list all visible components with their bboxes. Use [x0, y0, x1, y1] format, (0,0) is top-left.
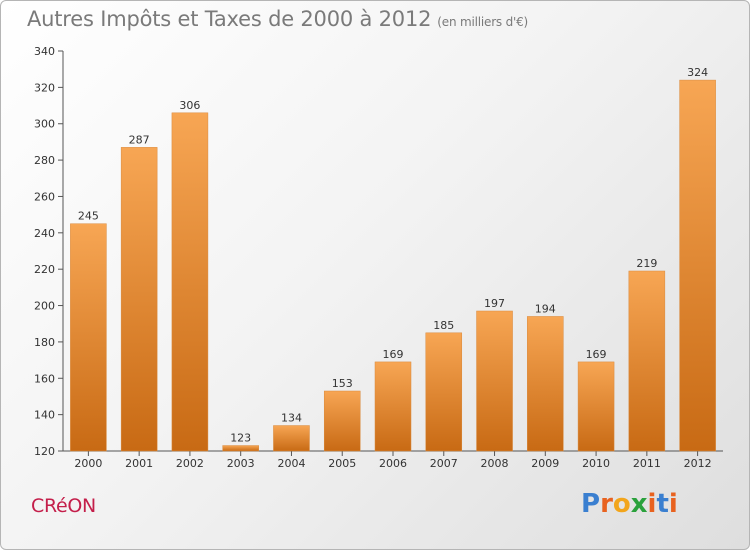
y-tick-label: 180	[34, 336, 55, 349]
y-tick-label: 160	[34, 372, 55, 385]
chart-title: Autres Impôts et Taxes de 2000 à 2012 (en…	[27, 7, 528, 31]
y-tick-label: 240	[34, 227, 55, 240]
logo-letter: i	[647, 489, 657, 519]
logo-letter: i	[668, 489, 678, 519]
bar-value-label: 169	[383, 348, 404, 361]
bar-2012	[679, 79, 716, 452]
bar-value-label: 134	[281, 412, 302, 425]
bar-value-label: 185	[433, 319, 454, 332]
bar-2011	[628, 270, 666, 452]
y-tick-label: 300	[34, 118, 55, 131]
y-axis: 120 140 160 180 200 220 240 260 280 300 320 340	[34, 45, 64, 458]
bar-value-label: 245	[78, 210, 99, 223]
x-tick-label: 2004	[277, 457, 305, 470]
x-tick-label: 2003	[227, 457, 255, 470]
bar-2001	[120, 147, 158, 452]
bar-2004	[273, 425, 310, 452]
y-tick-label: 260	[34, 190, 55, 203]
y-tick-label: 120	[34, 445, 55, 458]
bar-2010	[577, 361, 615, 452]
x-tick-label: 2010	[582, 457, 610, 470]
logo-letter: x	[630, 489, 648, 519]
x-tick-label: 2008	[481, 457, 509, 470]
x-tick-label: 2011	[633, 457, 661, 470]
x-tick-label: 2006	[379, 457, 407, 470]
bar-2003	[222, 445, 259, 452]
bar-value-label: 287	[129, 133, 150, 146]
logo-letter: o	[612, 489, 631, 519]
x-tick-label: 2002	[176, 457, 204, 470]
x-tick-label: 2001	[125, 457, 153, 470]
logo-letter: t	[656, 489, 669, 519]
bar-2002	[171, 112, 209, 452]
x-tick-label: 2009	[531, 457, 559, 470]
bar-value-label: 197	[484, 297, 505, 310]
y-tick-label: 280	[34, 154, 55, 167]
x-tick-label: 2012	[684, 457, 712, 470]
bar-2006	[374, 361, 412, 452]
y-tick-label: 320	[34, 81, 55, 94]
x-tick-label: 2000	[74, 457, 102, 470]
proxiti-logo: Proxiti	[581, 489, 678, 519]
y-tick-label: 200	[34, 300, 55, 313]
x-tick-label: 2005	[328, 457, 356, 470]
bar-value-label: 194	[535, 302, 556, 315]
y-tick-label: 220	[34, 263, 55, 276]
bar-2007	[425, 332, 463, 452]
commune-name: CRéON	[31, 495, 96, 517]
bar-value-label: 324	[687, 66, 708, 79]
logo-letter: r	[600, 489, 613, 519]
logo-letter: P	[581, 489, 601, 519]
bar-value-label: 123	[230, 432, 251, 445]
bars: 245 287 306 123 134 153 169 185 197 194 169 219 324	[70, 66, 716, 452]
bar-value-label: 306	[179, 99, 200, 112]
bar-2005	[323, 390, 361, 452]
chart-title-text: Autres Impôts et Taxes de 2000 à 2012	[27, 7, 432, 31]
x-tick-label: 2007	[430, 457, 458, 470]
chart-unit: (en milliers d'€)	[437, 15, 529, 29]
y-tick-label: 140	[34, 409, 55, 422]
bar-2009	[527, 316, 564, 452]
y-tick-label: 340	[34, 45, 55, 58]
bar-value-label: 219	[636, 257, 657, 270]
x-axis: 2000 2001 2002 2003 2004 2005 2006 2007 2008 2009…	[63, 450, 723, 470]
bar-value-label: 153	[332, 377, 353, 390]
bar-2000	[70, 223, 107, 452]
bar-value-label: 169	[586, 348, 607, 361]
bar-2008	[476, 310, 513, 452]
